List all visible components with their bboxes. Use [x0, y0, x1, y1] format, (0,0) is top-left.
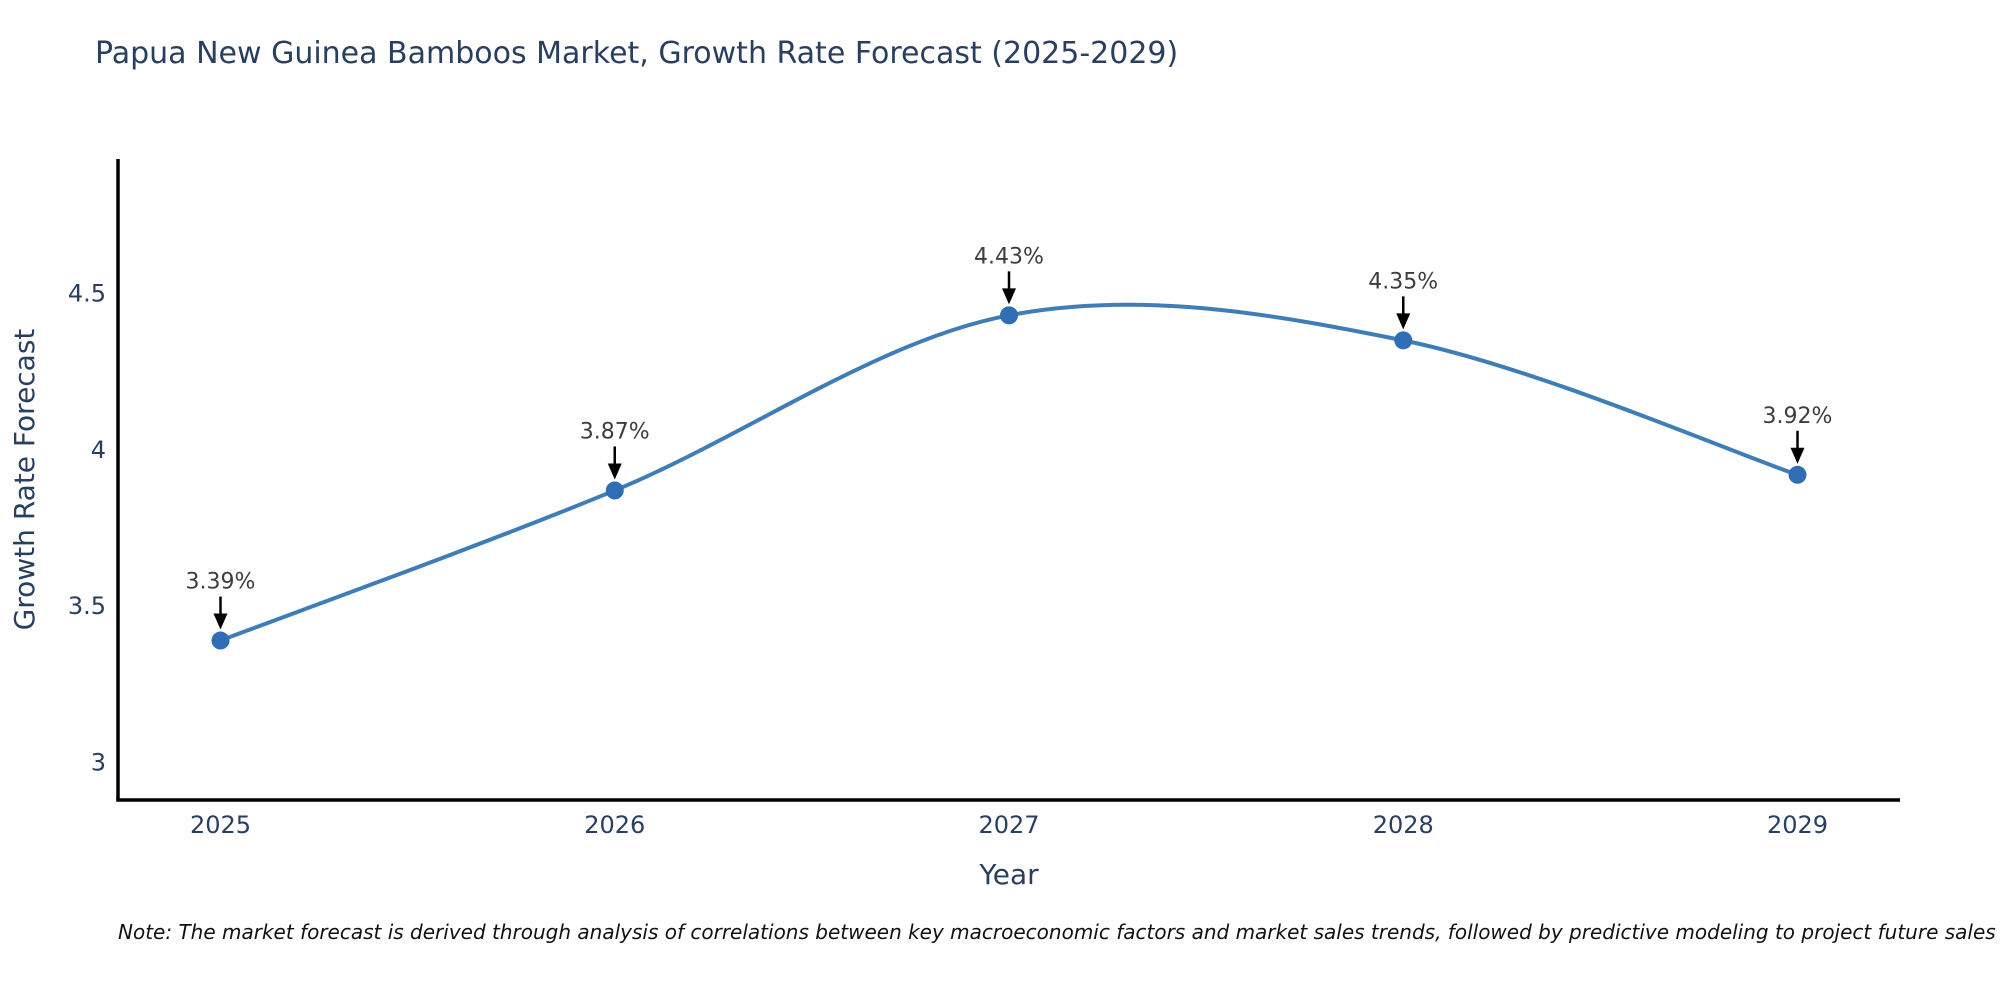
- annotation-arrowhead-icon: [607, 463, 622, 480]
- x-tick-label: 2025: [190, 811, 251, 839]
- y-tick-label: 4: [91, 436, 106, 464]
- x-tick-label: 2028: [1373, 811, 1434, 839]
- annotation-label: 3.87%: [580, 419, 650, 444]
- data-point-marker: [1394, 331, 1413, 350]
- chart-title: Papua New Guinea Bamboos Market, Growth …: [95, 36, 1179, 71]
- data-point-marker: [211, 631, 230, 650]
- x-tick-label: 2029: [1767, 811, 1828, 839]
- annotation-label: 3.39%: [186, 570, 256, 595]
- annotation-arrowhead-icon: [1790, 447, 1805, 464]
- annotation-label: 4.35%: [1368, 269, 1438, 294]
- y-axis-title: Growth Rate Forecast: [8, 329, 41, 631]
- data-point-marker: [605, 481, 624, 500]
- annotation-label: 3.92%: [1763, 404, 1833, 429]
- series-line: [219, 302, 1799, 643]
- x-tick-label: 2027: [978, 811, 1039, 839]
- annotation-label: 4.43%: [974, 244, 1044, 269]
- y-tick-label: 3: [91, 748, 106, 776]
- x-tick-label: 2026: [584, 811, 645, 839]
- annotation-arrowhead-icon: [1396, 313, 1411, 330]
- footnote: Note: The market forecast is derived thr…: [118, 920, 1996, 944]
- y-tick-label: 3.5: [68, 592, 106, 620]
- x-axis-title: Year: [978, 858, 1039, 891]
- data-point-marker: [1000, 306, 1018, 325]
- y-tick-label: 4.5: [68, 279, 106, 307]
- annotation-arrowhead-icon: [213, 613, 228, 630]
- data-point-marker: [1788, 465, 1807, 484]
- annotation-arrowhead-icon: [1002, 288, 1016, 305]
